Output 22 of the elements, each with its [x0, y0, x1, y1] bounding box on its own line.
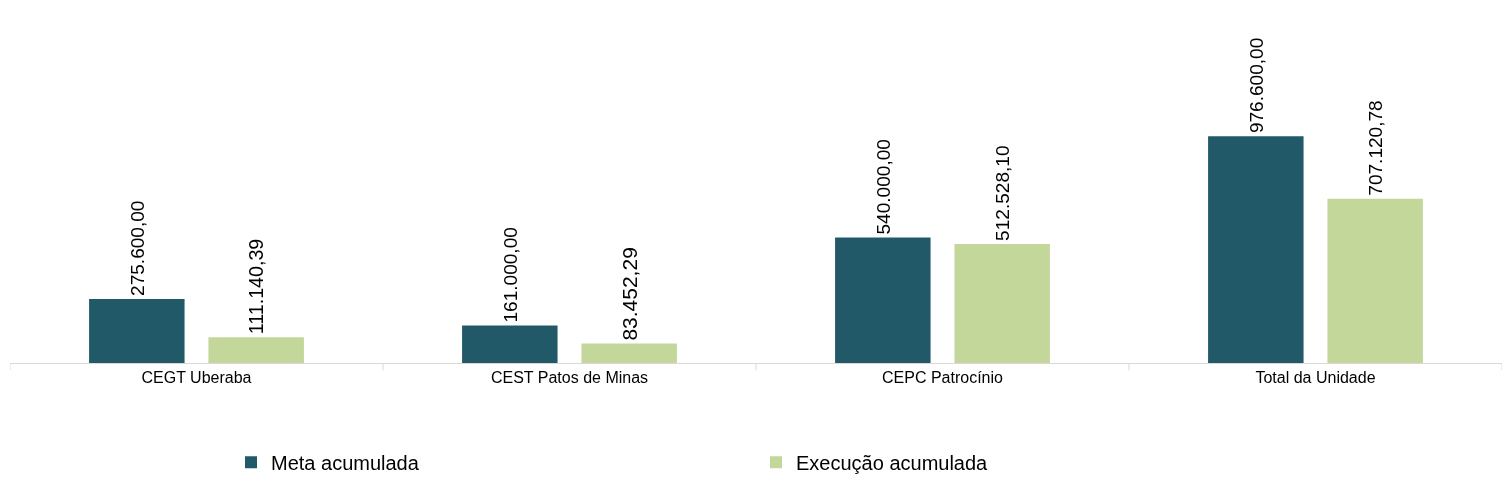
- bar: [581, 343, 677, 363]
- legend-label: Meta acumulada: [271, 452, 420, 475]
- bar: [835, 237, 931, 363]
- bar: [462, 325, 558, 363]
- data-label: 275.600,00: [126, 200, 148, 296]
- bar: [89, 298, 185, 363]
- data-label: 976.600,00: [1245, 37, 1267, 134]
- data-label: 83.452,29: [617, 247, 641, 341]
- legend-label: Execução acumulada: [796, 452, 989, 475]
- bar: [1327, 198, 1423, 363]
- x-tick-label: CEST Patos de Minas: [490, 369, 649, 387]
- x-tick-label: CEPC Patrocínio: [882, 369, 1004, 387]
- bar: [1208, 136, 1304, 363]
- x-tick-label: Total da Unidade: [1255, 369, 1376, 387]
- data-label: 512.528,10: [991, 145, 1013, 241]
- data-label: 540.000,00: [872, 139, 894, 235]
- bar: [208, 337, 304, 363]
- x-tick-label: CEGT Uberaba: [141, 369, 252, 387]
- data-label: 111.140,39: [245, 238, 268, 335]
- data-label: 161.000,00: [499, 227, 521, 323]
- data-label: 707.120,78: [1364, 100, 1386, 196]
- bar: [954, 243, 1050, 363]
